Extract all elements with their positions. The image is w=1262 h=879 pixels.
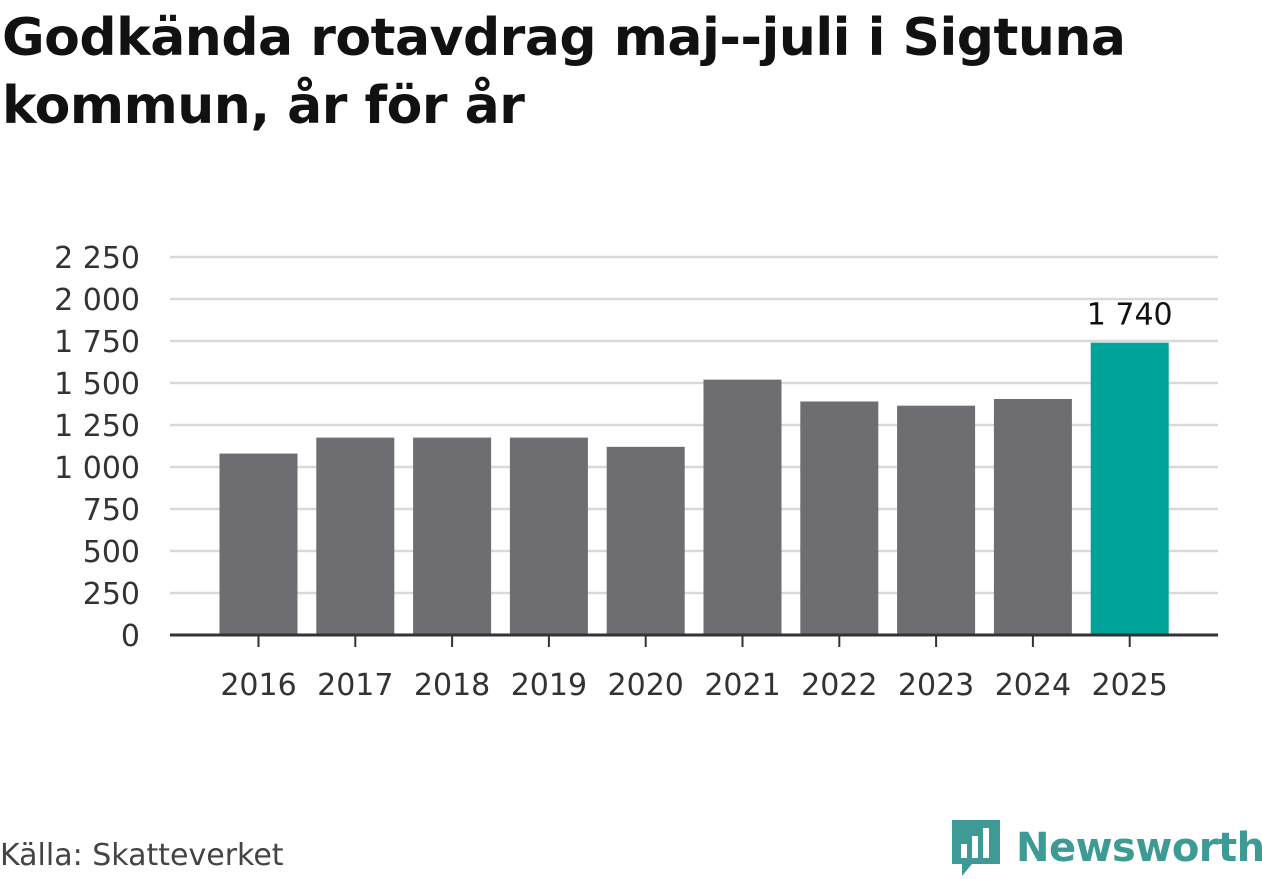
y-tick-label: 500: [83, 535, 140, 570]
bar-2021: [703, 379, 782, 635]
x-tick-label: 2016: [220, 668, 296, 703]
y-tick-label: 2 250: [54, 241, 140, 276]
y-tick-label: 1 500: [54, 367, 140, 402]
bar-2018: [413, 437, 492, 635]
x-tick-label: 2017: [317, 668, 393, 703]
data-labels: 1 740: [1087, 298, 1173, 333]
newsworthy-logo-icon: [952, 820, 1000, 876]
x-tick-label: 2022: [801, 668, 877, 703]
x-tick-label: 2019: [511, 668, 587, 703]
brand-logo: Newsworthy: [950, 818, 1262, 878]
bar-2024: [993, 398, 1072, 635]
x-tick-label: 2025: [1092, 668, 1168, 703]
bars: [219, 342, 1169, 635]
bar-2022: [800, 401, 879, 635]
bar-2016: [219, 453, 298, 635]
y-tick-label: 1 250: [54, 409, 140, 444]
data-label-2025: 1 740: [1087, 298, 1173, 333]
y-tick-label: 0: [121, 619, 140, 654]
y-axis-ticks: 0 250 500 750 1 000 1 250 1 500 1 750 2 000 2 250: [54, 241, 140, 654]
chart-title: Godkända rotavdrag maj--juli i Sigtuna k…: [2, 8, 1126, 136]
bar-2019: [509, 437, 588, 635]
bar-2017: [316, 437, 395, 635]
y-tick-label: 750: [83, 493, 140, 528]
x-axis-ticks: 2016 2017 2018 2019 2020 2021 2022 2023 2024 2025: [170, 633, 1218, 703]
brand-name: Newsworthy: [1016, 825, 1262, 871]
bar-2025: [1090, 342, 1169, 635]
bar-2023: [897, 405, 976, 635]
x-tick-label: 2020: [608, 668, 684, 703]
x-tick-label: 2023: [898, 668, 974, 703]
bar-2020: [606, 446, 685, 635]
y-tick-label: 250: [83, 577, 140, 612]
x-tick-label: 2018: [414, 668, 490, 703]
y-tick-label: 1 750: [54, 325, 140, 360]
x-tick-label: 2021: [704, 668, 780, 703]
y-tick-label: 2 000: [54, 283, 140, 318]
x-tick-label: 2024: [995, 668, 1071, 703]
y-tick-label: 1 000: [54, 451, 140, 486]
source-note: Källa: Skatteverket: [0, 838, 284, 873]
